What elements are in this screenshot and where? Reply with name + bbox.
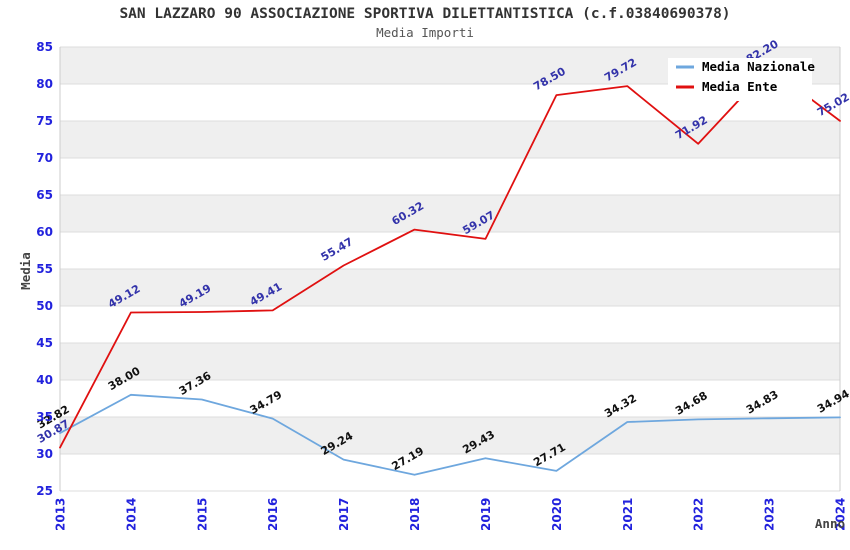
y-tick-label: 60 [36, 225, 53, 239]
x-tick-label: 2023 [763, 498, 777, 531]
y-tick-label: 50 [36, 299, 53, 313]
chart-title: SAN LAZZARO 90 ASSOCIAZIONE SPORTIVA DIL… [119, 6, 731, 22]
legend-item-media-ente: Media Ente [676, 79, 778, 94]
x-tick-label: 2019 [479, 498, 493, 531]
series-line-media-nazionale [59, 393, 841, 476]
y-tick-label: 35 [36, 410, 53, 424]
y-tick-label: 70 [36, 151, 53, 165]
y-axis-title: Media [18, 252, 33, 290]
y-tick-label: 75 [36, 114, 53, 128]
x-tick-label: 2014 [124, 498, 138, 531]
gridlines [59, 46, 841, 492]
y-tick-label: 55 [36, 262, 53, 276]
x-tick-label: 2017 [337, 498, 351, 531]
y-tick-label: 85 [36, 40, 53, 54]
x-tick-label: 2024 [834, 498, 848, 531]
x-tick-label: 2016 [266, 498, 280, 531]
series-line-media-ente [59, 66, 841, 449]
x-tick-label: 2018 [408, 498, 422, 531]
x-tick-label: 2015 [195, 498, 209, 531]
legend: Media Nazionale Media Ente [668, 58, 815, 101]
x-tick-label: 2021 [621, 498, 635, 531]
x-tick-label: 2013 [54, 498, 68, 531]
y-tick-label: 40 [36, 373, 53, 387]
chart-subtitle: Media Importi [376, 25, 474, 40]
x-axis-title: Anno [815, 516, 845, 531]
legend-label: Media Nazionale [702, 59, 815, 74]
x-axis-ticks: 2013 2014 2015 2016 2017 2018 2019 2020 2021 2022… [54, 498, 848, 531]
legend-item-media-nazionale: Media Nazionale [676, 59, 815, 74]
y-tick-label: 25 [36, 484, 53, 498]
y-tick-label: 45 [36, 336, 53, 350]
y-tick-label: 30 [36, 447, 53, 461]
x-tick-label: 2022 [692, 498, 706, 531]
legend-label: Media Ente [702, 79, 778, 94]
x-tick-label: 2020 [550, 498, 564, 531]
y-tick-label: 65 [36, 188, 53, 202]
y-tick-label: 80 [36, 77, 53, 91]
y-axis-ticks: 25 30 35 40 45 50 55 60 65 70 75 80 85 [36, 40, 53, 498]
